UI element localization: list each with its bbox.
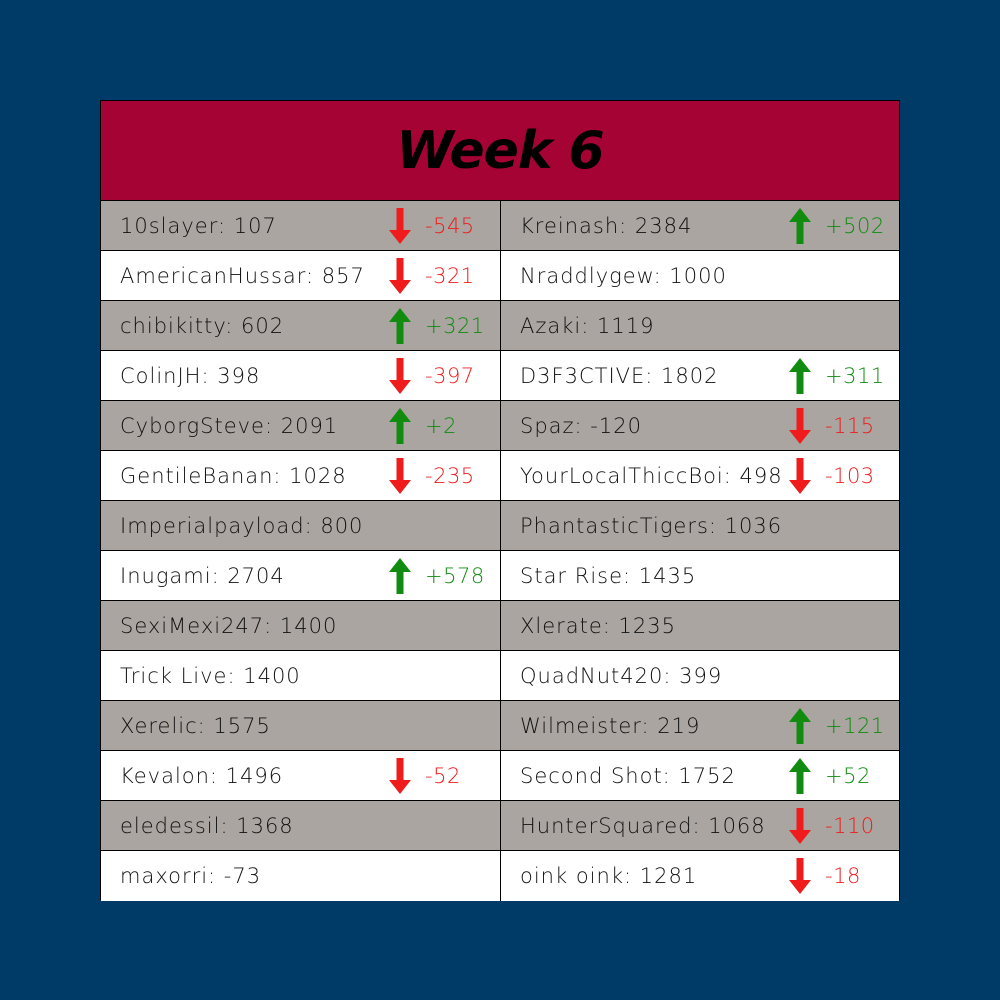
player-entry: chibikitty: 602 (120, 314, 285, 338)
rating-change: +52 (825, 764, 871, 788)
rating-change: +2 (425, 414, 457, 438)
rating-change: -545 (425, 214, 475, 238)
player-entry: eledessil: 1368 (120, 814, 294, 838)
leaderboard-cell: chibikitty: 602 +321 (101, 301, 501, 351)
arrow-down-icon (789, 458, 811, 494)
rating-change: -103 (825, 464, 875, 488)
leaderboard-cell: oink oink: 1281 -18 (501, 851, 899, 901)
rating-change: -110 (825, 814, 875, 838)
leaderboard-cell: Star Rise: 1435 (501, 551, 899, 601)
leaderboard-cell: D3F3CTIVE: 1802 +311 (501, 351, 899, 401)
rating-change: -397 (425, 364, 475, 388)
leaderboard-cell: eledessil: 1368 (101, 801, 501, 851)
leaderboard-cell: QuadNut420: 399 (501, 651, 899, 701)
leaderboard-cell: SexiMexi247: 1400 (101, 601, 501, 651)
leaderboard-header: Week 6 (101, 101, 899, 201)
leaderboard-cell: Azaki: 1119 (501, 301, 899, 351)
rating-change: -115 (825, 414, 875, 438)
page-title: Week 6 (396, 120, 604, 181)
player-entry: Imperialpayload: 800 (120, 514, 364, 538)
player-entry: Wilmeister: 219 (520, 714, 701, 738)
leaderboard-cell: Imperialpayload: 800 (101, 501, 501, 551)
player-entry: Xerelic: 1575 (120, 714, 271, 738)
player-entry: Xlerate: 1235 (520, 614, 676, 638)
leaderboard-cell: YourLocalThiccBoi: 498 -103 (501, 451, 899, 501)
player-entry: YourLocalThiccBoi: 498 (520, 464, 783, 488)
player-entry: maxorri: -73 (120, 864, 262, 888)
rating-change: +321 (425, 314, 485, 338)
player-entry: Inugami: 2704 (120, 564, 285, 588)
player-entry: Star Rise: 1435 (520, 564, 697, 588)
arrow-down-icon (789, 408, 811, 444)
player-entry: GentileBanan: 1028 (120, 464, 347, 488)
player-entry: CyborgSteve: 2091 (120, 414, 339, 438)
arrow-down-icon (389, 258, 411, 294)
arrow-up-icon (389, 308, 411, 344)
leaderboard-cell: CyborgSteve: 2091 +2 (101, 401, 501, 451)
arrow-down-icon (389, 458, 411, 494)
rating-change: +578 (425, 564, 485, 588)
player-entry: AmericanHussar: 857 (120, 264, 365, 288)
arrow-up-icon (789, 758, 811, 794)
leaderboard-cell: Spaz: -120 -115 (501, 401, 899, 451)
player-entry: oink oink: 1281 (520, 864, 698, 888)
leaderboard-cell: Xlerate: 1235 (501, 601, 899, 651)
leaderboard-cell: Kreinash: 2384 +502 (501, 201, 899, 251)
rating-change: -52 (425, 764, 461, 788)
leaderboard-cell: AmericanHussar: 857 -321 (101, 251, 501, 301)
player-entry: SexiMexi247: 1400 (120, 614, 338, 638)
arrow-up-icon (389, 408, 411, 444)
player-entry: Kevalon: 1496 (120, 764, 284, 788)
rating-change: +311 (825, 364, 885, 388)
rating-change: +502 (825, 214, 885, 238)
leaderboard-cell: HunterSquared: 1068 -110 (501, 801, 899, 851)
rating-change: -18 (825, 864, 861, 888)
player-entry: Second Shot: 1752 (520, 764, 736, 788)
player-entry: 10slayer: 107 (120, 214, 277, 238)
player-entry: D3F3CTIVE: 1802 (520, 364, 719, 388)
rating-change: +121 (825, 714, 885, 738)
arrow-down-icon (789, 858, 811, 894)
leaderboard-cell: 10slayer: 107 -545 (101, 201, 501, 251)
leaderboard-cell: Kevalon: 1496 -52 (101, 751, 501, 801)
arrow-down-icon (389, 358, 411, 394)
leaderboard-cell: Xerelic: 1575 (101, 701, 501, 751)
leaderboard-cell: Second Shot: 1752 +52 (501, 751, 899, 801)
player-entry: Trick Live: 1400 (120, 664, 301, 688)
leaderboard: Week 6 10slayer: 107 -545 Kreinash: 2384 +5… (100, 100, 900, 901)
leaderboard-cell: GentileBanan: 1028 -235 (101, 451, 501, 501)
player-entry: HunterSquared: 1068 (520, 814, 766, 838)
leaderboard-cell: PhantasticTigers: 1036 (501, 501, 899, 551)
arrow-down-icon (389, 758, 411, 794)
arrow-down-icon (789, 808, 811, 844)
leaderboard-cell: Wilmeister: 219 +121 (501, 701, 899, 751)
rating-change: -235 (425, 464, 475, 488)
leaderboard-cell: maxorri: -73 (101, 851, 501, 901)
leaderboard-cell: Nraddlygew: 1000 (501, 251, 899, 301)
player-entry: PhantasticTigers: 1036 (520, 514, 783, 538)
arrow-up-icon (789, 358, 811, 394)
leaderboard-cell: ColinJH: 398 -397 (101, 351, 501, 401)
player-entry: Kreinash: 2384 (520, 214, 693, 238)
player-entry: Nraddlygew: 1000 (520, 264, 727, 288)
arrow-down-icon (389, 208, 411, 244)
leaderboard-grid: 10slayer: 107 -545 Kreinash: 2384 +502 Ameri… (101, 201, 899, 901)
player-entry: Azaki: 1119 (520, 314, 655, 338)
arrow-up-icon (789, 708, 811, 744)
rating-change: -321 (425, 264, 475, 288)
leaderboard-cell: Trick Live: 1400 (101, 651, 501, 701)
player-entry: Spaz: -120 (520, 414, 642, 438)
leaderboard-cell: Inugami: 2704 +578 (101, 551, 501, 601)
player-entry: ColinJH: 398 (120, 364, 261, 388)
arrow-up-icon (789, 208, 811, 244)
player-entry: QuadNut420: 399 (520, 664, 723, 688)
arrow-up-icon (389, 558, 411, 594)
